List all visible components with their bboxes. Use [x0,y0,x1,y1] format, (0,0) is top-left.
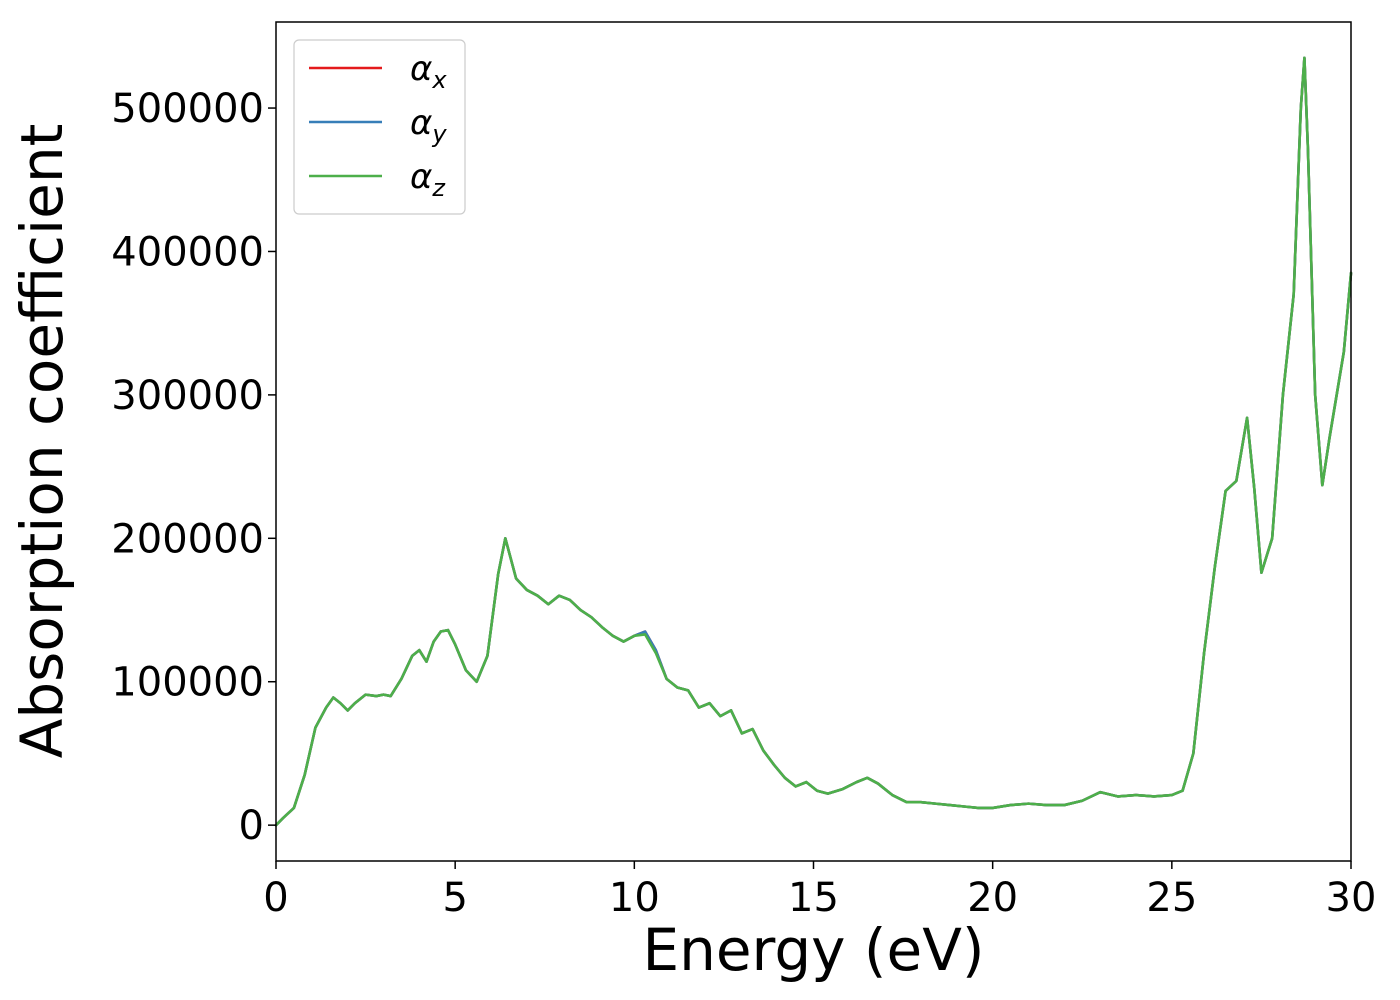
y-axis-title: Absorption coefficient [8,124,76,759]
y-tick-label: 300000 [111,373,264,419]
x-tick-label: 5 [442,875,467,921]
x-tick-label: 20 [967,875,1018,921]
y-axis: 0 100000 200000 300000 400000 500000 [111,86,276,849]
y-tick-label: 500000 [111,86,264,132]
x-tick-label: 15 [788,875,839,921]
x-axis-title: Energy (eV) [642,916,984,984]
legend-label: αx [410,49,447,94]
x-tick-label: 0 [263,875,288,921]
y-tick-label: 100000 [111,660,264,706]
x-tick-label: 30 [1326,875,1377,921]
x-tick-label: 25 [1146,875,1197,921]
x-axis: 0 5 10 15 20 25 30 [263,861,1376,921]
x-tick-label: 10 [609,875,660,921]
legend-label: αz [410,157,446,202]
legend-label: αy [410,103,447,148]
y-tick-label: 400000 [111,229,264,275]
series-line-2 [274,56,1353,827]
series-layer [274,56,1353,827]
y-tick-label: 200000 [111,516,264,562]
legend-box [293,39,466,215]
y-tick-label: 0 [239,803,264,849]
legend: αx αy αz [293,39,466,215]
